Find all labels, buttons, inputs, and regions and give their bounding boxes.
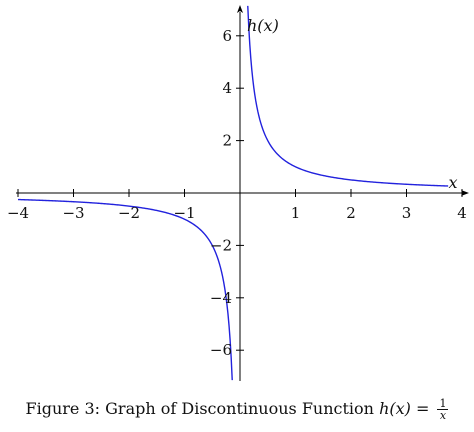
y-axis-label: h(x) xyxy=(247,16,279,35)
figure-caption: Figure 3: Graph of Discontinuous Functio… xyxy=(0,398,474,421)
y-tick-label: 4 xyxy=(222,79,232,97)
caption-equals: = xyxy=(410,399,435,418)
x-tick-label: −2 xyxy=(118,204,140,222)
curve-branch-negative xyxy=(17,198,233,381)
caption-numerator: 1 xyxy=(437,397,449,410)
y-tick-label: 6 xyxy=(222,27,232,45)
caption-function: h(x) xyxy=(379,399,411,418)
x-tick-label: 4 xyxy=(457,204,467,222)
ticks xyxy=(17,35,463,351)
x-tick-label: −4 xyxy=(7,204,29,222)
x-tick-label: 1 xyxy=(291,204,301,222)
x-tick-label: −3 xyxy=(62,204,84,222)
x-axis-label: x xyxy=(448,173,457,192)
curves xyxy=(17,5,449,381)
x-axis-arrow xyxy=(461,190,469,196)
x-tick-label: −1 xyxy=(173,204,195,222)
function-plot: −4 −3 −2 −1 1 2 3 4 −6 −4 −2 2 4 6 x h(x) xyxy=(7,5,469,381)
x-tick-label: 2 xyxy=(346,204,356,222)
y-tick-label: −4 xyxy=(210,289,232,307)
curve-branch-positive xyxy=(247,5,449,187)
axes xyxy=(16,5,469,381)
y-tick-label: −6 xyxy=(210,341,232,359)
y-tick-label: −2 xyxy=(210,236,232,254)
caption-denominator: x xyxy=(439,409,447,422)
caption-prefix: Figure 3: Graph of Discontinuous Functio… xyxy=(25,399,380,418)
y-axis-arrow xyxy=(237,5,243,13)
labels: −4 −3 −2 −1 1 2 3 4 −6 −4 −2 2 4 6 x h(x) xyxy=(7,16,467,359)
y-tick-label: 2 xyxy=(222,132,232,150)
x-tick-label: 3 xyxy=(402,204,412,222)
